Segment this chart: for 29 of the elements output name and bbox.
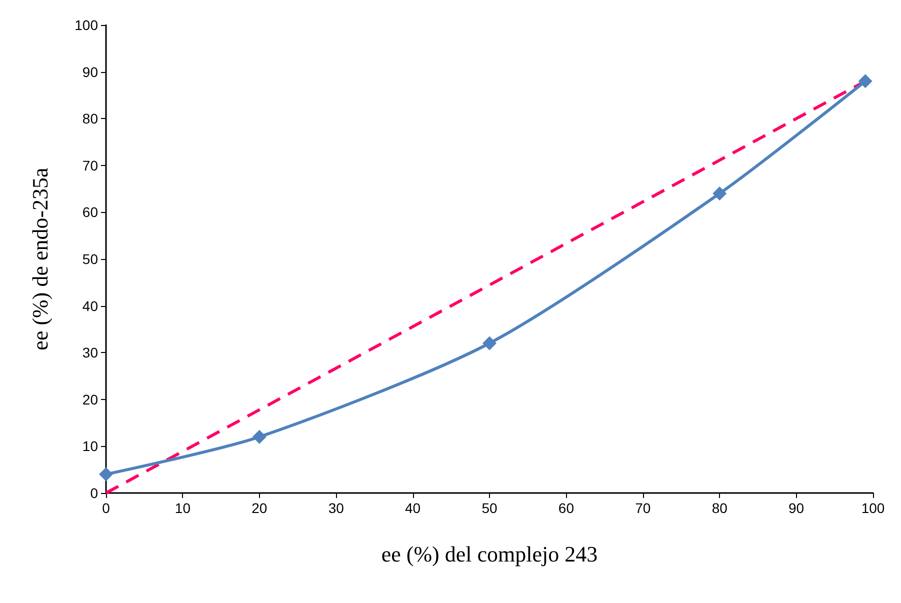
y-tick-label: 80 (82, 110, 98, 127)
y-tick-label: 0 (90, 485, 98, 501)
point (712, 186, 727, 200)
y-tick-label: 100 (74, 17, 98, 33)
x-tick-label: 60 (558, 500, 574, 516)
y-axis-title: ee (%) de endo-235a (28, 167, 52, 350)
point (99, 467, 113, 482)
y-tick-label: 90 (82, 64, 98, 80)
x-tick-label: 30 (328, 500, 344, 516)
x-tick-label: 40 (405, 500, 421, 516)
x-tick-label: 100 (861, 500, 885, 516)
point (482, 336, 496, 350)
x-tick-label: 70 (635, 500, 651, 516)
point (858, 74, 872, 88)
y-tick-label: 30 (82, 344, 98, 361)
x-tick-label: 20 (252, 500, 268, 516)
y-tick-label: 10 (82, 438, 98, 454)
y-tick-label: 60 (82, 204, 98, 220)
x-axis-title: ee (%) del complejo 243 (381, 542, 598, 566)
y-tick-label: 50 (82, 251, 98, 267)
x-tick-label: 10 (174, 500, 191, 516)
x-tick-label: 80 (712, 500, 728, 516)
y-tick-label: 20 (82, 391, 98, 408)
y-tick-label: 40 (82, 298, 98, 314)
point (252, 430, 266, 444)
x-tick-label: 90 (788, 500, 804, 516)
y-tick-label: 70 (82, 157, 98, 174)
x-tick-label: 50 (482, 500, 498, 516)
x-tick-label: 0 (102, 500, 110, 516)
